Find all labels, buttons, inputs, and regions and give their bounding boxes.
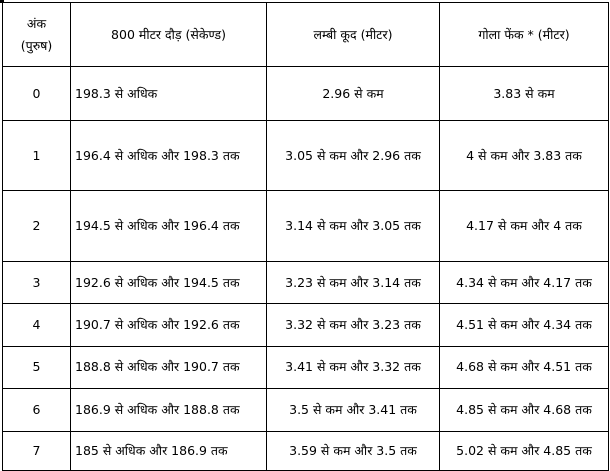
header-shot-put: गोला फेंक * (मीटर)	[439, 1, 609, 68]
table-row: 4 190.7 से अधिक और 192.6 तक 3.32 से कम औ…	[2, 303, 609, 347]
points-cell: 3	[2, 260, 71, 305]
shot-put-cell: 3.83 से कम	[439, 66, 609, 122]
run-cell: 198.3 से अधिक	[70, 66, 267, 122]
long-jump-cell: 3.59 से कम और 3.5 तक	[266, 430, 440, 471]
run-cell: 185 से अधिक और 186.9 तक	[70, 430, 267, 471]
run-cell: 194.5 से अधिक और 196.4 तक	[70, 190, 267, 262]
header-points: अंक (पुरुष)	[2, 1, 71, 68]
page-edge-mark	[0, 0, 4, 3]
shot-put-cell: 4.51 से कम और 4.34 तक	[439, 303, 609, 347]
long-jump-cell: 3.23 से कम और 3.14 तक	[266, 260, 440, 305]
table-row: 2 194.5 से अधिक और 196.4 तक 3.14 से कम औ…	[2, 190, 609, 262]
run-cell: 192.6 से अधिक और 194.5 तक	[70, 260, 267, 305]
header-long-jump: लम्बी कूद (मीटर)	[266, 1, 440, 68]
shot-put-cell: 4 से कम और 3.83 तक	[439, 120, 609, 192]
points-cell: 1	[2, 120, 71, 192]
long-jump-cell: 3.41 से कम और 3.32 तक	[266, 345, 440, 390]
table-row: 5 188.8 से अधिक और 190.7 तक 3.41 से कम औ…	[2, 345, 609, 390]
run-cell: 186.9 से अधिक और 188.8 तक	[70, 388, 267, 432]
points-cell: 0	[2, 66, 71, 122]
header-run: 800 मीटर दौड़ (सेकेण्ड)	[70, 1, 267, 68]
header-points-line1: अंक	[26, 15, 47, 31]
long-jump-cell: 3.32 से कम और 3.23 तक	[266, 303, 440, 347]
points-cell: 4	[2, 303, 71, 347]
table-header-row: अंक (पुरुष) 800 मीटर दौड़ (सेकेण्ड) लम्ब…	[2, 1, 609, 68]
long-jump-cell: 3.05 से कम और 2.96 तक	[266, 120, 440, 192]
long-jump-cell: 3.5 से कम और 3.41 तक	[266, 388, 440, 432]
header-points-line2: (पुरुष)	[20, 37, 53, 53]
run-cell: 190.7 से अधिक और 192.6 तक	[70, 303, 267, 347]
table-row: 6 186.9 से अधिक और 188.8 तक 3.5 से कम और…	[2, 388, 609, 432]
table-row: 1 196.4 से अधिक और 198.3 तक 3.05 से कम औ…	[2, 120, 609, 192]
run-cell: 188.8 से अधिक और 190.7 तक	[70, 345, 267, 390]
shot-put-cell: 4.34 से कम और 4.17 तक	[439, 260, 609, 305]
table-row: 7 185 से अधिक और 186.9 तक 3.59 से कम और …	[2, 430, 609, 471]
shot-put-cell: 4.85 से कम और 4.68 तक	[439, 388, 609, 432]
points-cell: 6	[2, 388, 71, 432]
table-row: 0 198.3 से अधिक 2.96 से कम 3.83 से कम	[2, 66, 609, 122]
shot-put-cell: 4.68 से कम और 4.51 तक	[439, 345, 609, 390]
shot-put-cell: 5.02 से कम और 4.85 तक	[439, 430, 609, 471]
shot-put-cell: 4.17 से कम और 4 तक	[439, 190, 609, 262]
table-row: 3 192.6 से अधिक और 194.5 तक 3.23 से कम औ…	[2, 260, 609, 305]
points-cell: 2	[2, 190, 71, 262]
long-jump-cell: 2.96 से कम	[266, 66, 440, 122]
long-jump-cell: 3.14 से कम और 3.05 तक	[266, 190, 440, 262]
points-cell: 7	[2, 430, 71, 471]
points-cell: 5	[2, 345, 71, 390]
run-cell: 196.4 से अधिक और 198.3 तक	[70, 120, 267, 192]
